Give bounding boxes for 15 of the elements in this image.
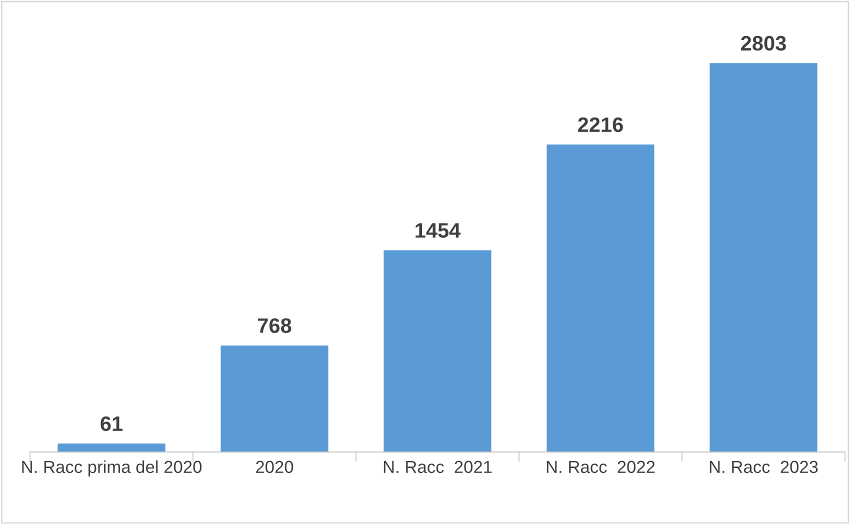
bar bbox=[546, 144, 654, 452]
bar bbox=[384, 250, 492, 452]
x-tick-label: N. Racc 2022 bbox=[546, 460, 655, 474]
bar bbox=[58, 444, 166, 452]
x-tick-label: N. Racc prima del 2020 bbox=[22, 460, 202, 477]
bar bbox=[710, 63, 818, 452]
data-label: 2216 bbox=[578, 117, 623, 132]
x-tick-label: 2020 bbox=[256, 460, 294, 474]
data-label: 768 bbox=[258, 318, 292, 333]
data-label: 2803 bbox=[741, 36, 786, 51]
x-tick-label: N. Racc 2021 bbox=[384, 460, 492, 474]
data-label: 1454 bbox=[416, 223, 461, 238]
bar bbox=[220, 345, 328, 452]
data-label: 61 bbox=[100, 416, 123, 432]
x-tick-label: N. Racc 2023 bbox=[710, 460, 818, 474]
